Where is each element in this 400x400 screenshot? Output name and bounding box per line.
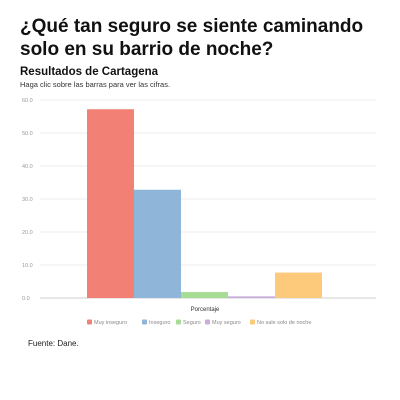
legend: Muy inseguro Inseguro Seguro Muy seguro No s… [87, 319, 311, 326]
x-axis-label: Porcentaje [191, 307, 220, 313]
chart-subtitle: Resultados de Cartagena [20, 66, 159, 78]
y-tick-label: 10.0 [22, 263, 33, 269]
legend-swatch [87, 319, 92, 325]
legend-label: Muy seguro [212, 320, 241, 326]
chart-instruction: Haga clic sobre las barras para ver las … [20, 80, 171, 89]
legend-label: Muy inseguro [94, 320, 127, 326]
y-tick-label: 60.0 [22, 98, 33, 104]
legend-label: Inseguro [149, 320, 170, 326]
bar-4[interactable] [228, 296, 275, 298]
legend-swatch [176, 319, 181, 325]
y-tick-label: 20.0 [22, 230, 33, 236]
legend-label: No sale solo de noche [257, 320, 311, 326]
legend-swatch [250, 319, 255, 325]
bar-1[interactable] [87, 109, 134, 299]
legend-swatch [142, 319, 147, 325]
y-tick-label: 50.0 [22, 131, 33, 137]
legend-swatch [205, 319, 210, 325]
source-note: Fuente: Dane. [28, 339, 79, 348]
bar-5[interactable] [275, 272, 322, 298]
bars [87, 109, 322, 299]
y-tick-label: 0.0 [22, 296, 30, 302]
y-tick-label: 30.0 [22, 197, 33, 203]
legend-label: Seguro [183, 320, 201, 326]
bar-3[interactable] [181, 292, 228, 298]
y-axis: 0.0 10.0 20.0 30.0 40.0 50.0 60.0 [22, 98, 33, 302]
bar-2[interactable] [134, 189, 181, 298]
y-tick-label: 40.0 [22, 164, 33, 170]
page-title: ¿Qué tan seguro se siente caminando solo… [20, 16, 364, 60]
